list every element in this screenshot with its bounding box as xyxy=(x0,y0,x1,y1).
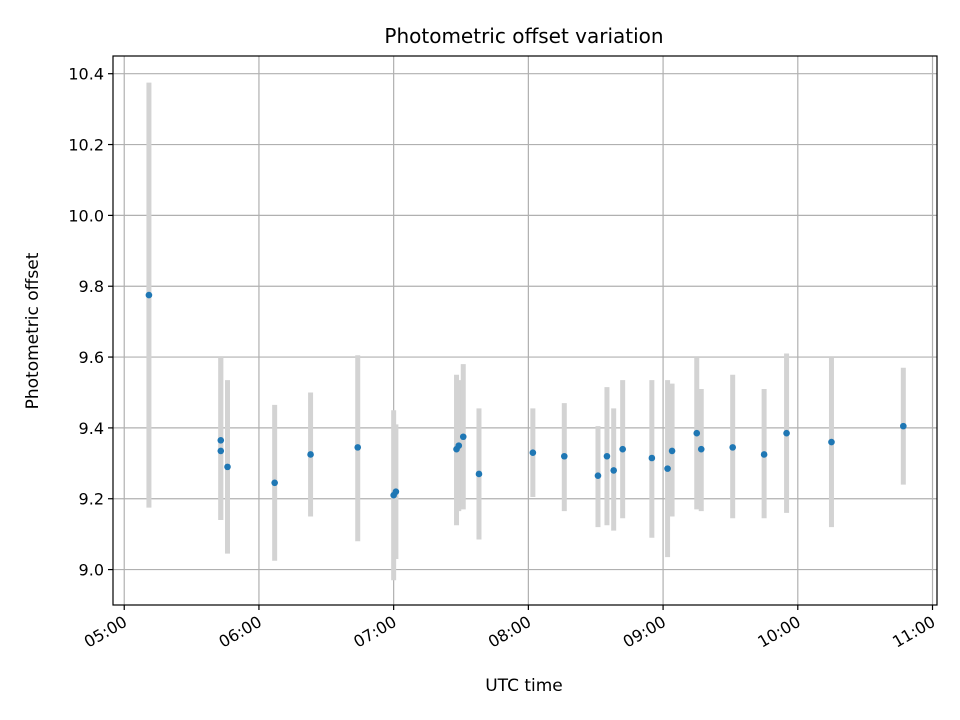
data-point xyxy=(217,437,225,444)
data-point xyxy=(594,472,602,480)
data-point xyxy=(603,452,611,460)
x-tick-label: 08:00 xyxy=(485,612,534,652)
x-tick-label: 05:00 xyxy=(81,612,130,652)
data-point xyxy=(307,451,314,458)
data-point xyxy=(900,422,907,430)
y-axis-ticks: 9.0 9.2 9.4 9.6 9.8 10.0 10.2 10.4 xyxy=(68,65,113,580)
x-tick-label: 06:00 xyxy=(216,612,265,652)
y-tick-label: 9.4 xyxy=(79,419,104,438)
data-point xyxy=(619,445,626,453)
data-point xyxy=(664,465,671,472)
data-point xyxy=(648,454,656,462)
data-point xyxy=(145,291,153,299)
chart-title: Photometric offset variation xyxy=(384,24,663,48)
error-bars xyxy=(146,82,906,581)
data-point xyxy=(271,479,278,487)
x-tick-label: 09:00 xyxy=(620,612,669,652)
data-point xyxy=(224,463,231,471)
x-axis-ticks: 05:00 06:00 07:00 08:00 09:00 10:00 11:00 xyxy=(81,605,939,652)
y-tick-label: 10.0 xyxy=(68,206,104,225)
x-tick-label: 10:00 xyxy=(754,612,803,652)
y-tick-label: 10.4 xyxy=(68,65,104,84)
data-point xyxy=(828,438,835,446)
grid-lines xyxy=(113,56,937,605)
y-tick-label: 9.8 xyxy=(79,277,104,296)
data-point xyxy=(760,451,768,458)
data-point xyxy=(560,452,568,460)
y-tick-label: 9.0 xyxy=(79,561,104,580)
data-point xyxy=(783,429,790,437)
data-point xyxy=(697,445,705,453)
y-tick-label: 9.6 xyxy=(79,348,104,367)
y-axis-label: Photometric offset xyxy=(23,252,43,409)
x-tick-label: 07:00 xyxy=(350,612,399,652)
data-point xyxy=(455,442,463,449)
y-tick-label: 10.2 xyxy=(68,136,104,155)
data-point xyxy=(475,470,483,478)
x-axis-label: UTC time xyxy=(485,676,563,696)
data-point xyxy=(693,429,701,437)
data-point xyxy=(392,488,400,495)
data-points xyxy=(145,291,907,499)
data-point xyxy=(529,449,537,456)
plot-frame xyxy=(112,55,938,606)
data-point xyxy=(729,444,736,451)
data-point xyxy=(354,444,362,451)
data-point xyxy=(610,467,617,474)
data-point xyxy=(668,447,676,455)
x-tick-label: 11:00 xyxy=(889,612,938,652)
y-tick-label: 9.2 xyxy=(79,490,104,509)
data-point xyxy=(217,447,225,455)
data-point xyxy=(459,433,467,441)
